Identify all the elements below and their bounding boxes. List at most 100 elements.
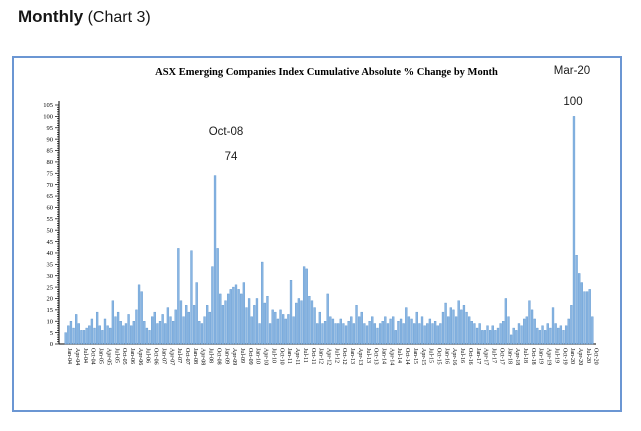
x-tick-label: Jul-13 bbox=[365, 348, 371, 363]
bar bbox=[130, 325, 133, 345]
bar bbox=[316, 323, 319, 345]
x-tick-label: Jan-18 bbox=[506, 348, 512, 364]
bar bbox=[352, 323, 356, 345]
bar bbox=[585, 291, 589, 345]
bar bbox=[562, 330, 565, 345]
bar bbox=[462, 305, 466, 345]
bar bbox=[386, 323, 390, 345]
bar bbox=[465, 311, 468, 345]
bar bbox=[274, 311, 277, 345]
bar bbox=[357, 316, 361, 345]
bar bbox=[397, 321, 400, 345]
bar bbox=[258, 323, 261, 345]
x-tick-label: Oct-08 bbox=[215, 348, 221, 365]
bar bbox=[156, 323, 159, 345]
x-tick-label: Oct-09 bbox=[247, 348, 253, 365]
y-tick-label: 40 bbox=[47, 250, 54, 257]
bar bbox=[418, 323, 421, 345]
bar bbox=[452, 309, 455, 345]
bar bbox=[67, 325, 70, 345]
x-tick-label: Jan-10 bbox=[255, 348, 261, 364]
bar bbox=[95, 311, 99, 345]
bar bbox=[242, 282, 246, 345]
bar bbox=[405, 307, 408, 345]
bar bbox=[407, 316, 411, 345]
bar bbox=[428, 318, 432, 345]
bar bbox=[80, 330, 83, 345]
chart-frame: ASX Emerging Companies Index Cumulative … bbox=[12, 56, 622, 412]
x-tick-label: Oct-20 bbox=[593, 348, 599, 365]
bar bbox=[185, 305, 188, 345]
bar bbox=[77, 323, 80, 345]
bar bbox=[329, 316, 332, 345]
bar bbox=[475, 327, 479, 345]
bar bbox=[229, 289, 232, 345]
x-tick-label: Apr-12 bbox=[325, 348, 331, 365]
bar bbox=[572, 116, 576, 345]
x-tick-label: Oct-06 bbox=[153, 348, 159, 365]
bar bbox=[557, 327, 560, 345]
bar bbox=[496, 327, 500, 345]
bar bbox=[559, 325, 563, 345]
x-tick-label: Jan-17 bbox=[475, 348, 481, 364]
x-tick-label: Jan-15 bbox=[412, 348, 418, 364]
x-tick-label: Oct-13 bbox=[373, 348, 379, 365]
x-tick-label: Apr-06 bbox=[137, 348, 143, 365]
x-tick-label: Jul-10 bbox=[270, 348, 276, 363]
bar bbox=[355, 305, 358, 345]
x-tick-label: Apr-07 bbox=[168, 348, 174, 365]
bar bbox=[103, 318, 107, 345]
bar bbox=[261, 261, 264, 345]
bar bbox=[399, 318, 403, 345]
bar bbox=[308, 295, 311, 345]
y-tick-label: 45 bbox=[47, 239, 54, 246]
bar bbox=[166, 307, 170, 345]
bar bbox=[106, 325, 109, 345]
bar bbox=[541, 325, 544, 345]
bar bbox=[533, 318, 536, 345]
x-tick-label: Jan-09 bbox=[223, 348, 229, 364]
bar bbox=[381, 321, 384, 345]
bar bbox=[402, 323, 405, 345]
bar bbox=[69, 321, 73, 345]
bar bbox=[135, 309, 138, 345]
bar bbox=[483, 330, 487, 345]
bar bbox=[187, 311, 190, 345]
bar bbox=[64, 332, 67, 345]
bar bbox=[153, 311, 156, 345]
bar bbox=[137, 284, 141, 345]
bar bbox=[221, 305, 225, 345]
bar bbox=[413, 323, 416, 345]
x-tick-label: Jan-19 bbox=[538, 348, 544, 364]
x-tick-label: Jan-07 bbox=[160, 348, 166, 364]
bar bbox=[219, 293, 222, 345]
x-tick-label: Jul-05 bbox=[113, 348, 119, 363]
x-tick-label: Jan-14 bbox=[381, 348, 387, 364]
bar bbox=[169, 316, 172, 345]
x-tick-label: Oct-07 bbox=[184, 348, 190, 365]
x-tick-label: Jan-13 bbox=[349, 348, 355, 364]
x-tick-label: Jan-20 bbox=[569, 348, 575, 364]
bar bbox=[347, 321, 350, 345]
bar bbox=[111, 300, 115, 345]
bar bbox=[376, 327, 379, 345]
x-tick-label: Apr-16 bbox=[451, 348, 457, 365]
bar bbox=[72, 327, 75, 345]
bar bbox=[101, 330, 104, 345]
bar bbox=[447, 316, 450, 345]
x-tick-label: Jul-15 bbox=[428, 348, 434, 363]
bar bbox=[523, 318, 526, 345]
page-heading-rest: (Chart 3) bbox=[83, 9, 151, 26]
bar bbox=[237, 289, 240, 345]
x-tick-label: Apr-08 bbox=[200, 348, 206, 365]
x-tick-label: Apr-10 bbox=[263, 348, 269, 365]
bar bbox=[488, 330, 492, 345]
bar bbox=[114, 316, 117, 345]
x-tick-label: Jul-14 bbox=[396, 348, 402, 363]
bar bbox=[546, 323, 549, 345]
bar bbox=[499, 323, 502, 345]
x-tick-label: Apr-15 bbox=[420, 348, 426, 365]
bar bbox=[441, 311, 445, 345]
bar bbox=[350, 316, 353, 345]
bar bbox=[318, 311, 321, 345]
